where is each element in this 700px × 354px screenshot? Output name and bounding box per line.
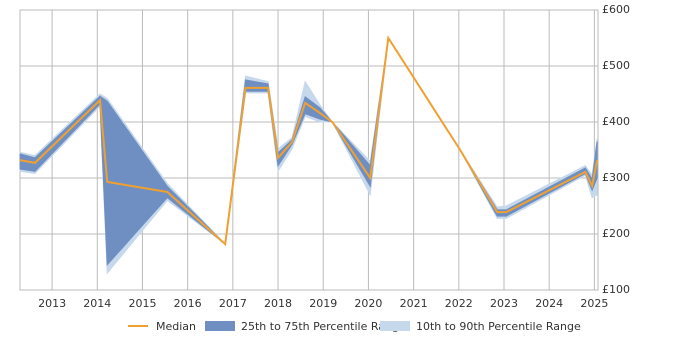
x-tick-label: 2014 <box>83 297 111 310</box>
x-tick-label: 2023 <box>490 297 518 310</box>
x-tick-label: 2017 <box>219 297 247 310</box>
legend-swatch <box>380 321 410 331</box>
legend-swatch <box>205 321 235 331</box>
y-tick-label: £500 <box>602 59 630 72</box>
x-tick-label: 2024 <box>535 297 563 310</box>
median-line <box>19 35 599 247</box>
y-tick-label: £200 <box>602 227 630 240</box>
x-tick-label: 2013 <box>38 297 66 310</box>
y-tick-label: £400 <box>602 115 630 128</box>
y-tick-label: £600 <box>602 3 630 16</box>
y-tick-label: £100 <box>602 283 630 296</box>
y-tick-label: £300 <box>602 171 630 184</box>
x-tick-label: 2025 <box>580 297 608 310</box>
x-tick-label: 2018 <box>264 297 292 310</box>
x-tick-label: 2020 <box>354 297 382 310</box>
x-tick-label: 2016 <box>174 297 202 310</box>
x-tick-label: 2022 <box>445 297 473 310</box>
x-tick-label: 2021 <box>400 297 428 310</box>
legend-label: 10th to 90th Percentile Range <box>416 320 581 333</box>
legend-label: Median <box>156 320 196 333</box>
legend-label: 25th to 75th Percentile Range <box>241 320 406 333</box>
x-tick-label: 2019 <box>309 297 337 310</box>
x-tick-label: 2015 <box>128 297 156 310</box>
